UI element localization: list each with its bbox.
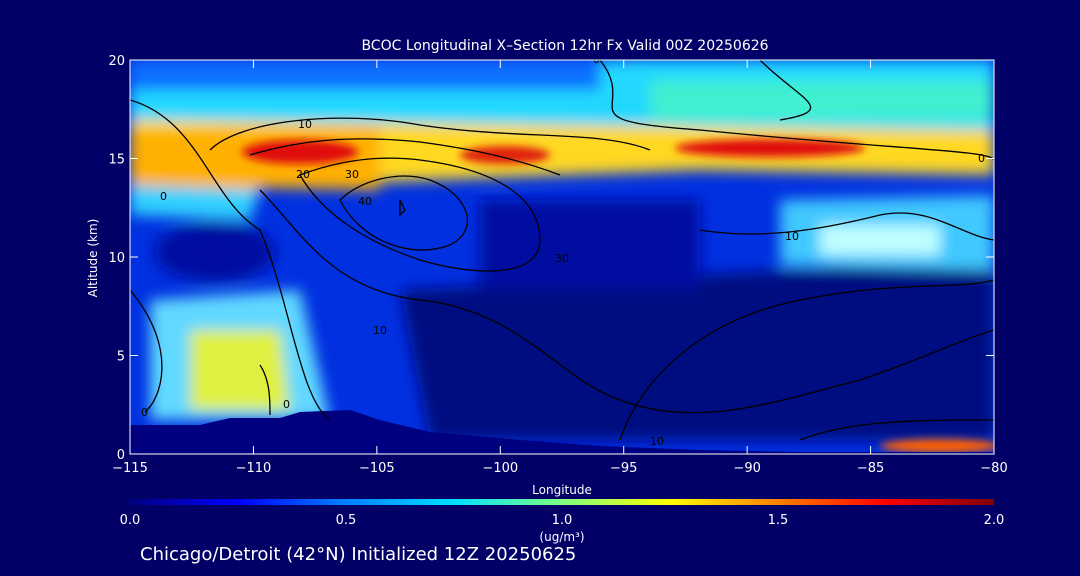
colorbar-tick-label: 0.5	[336, 513, 357, 528]
chart-title: BCOC Longitudinal X–Section 12hr Fx Vali…	[361, 38, 768, 54]
contour-0-top-east	[759, 60, 812, 121]
contour-lines	[130, 60, 994, 441]
terrain	[130, 410, 994, 454]
colorbar-tick-label: 1.5	[768, 513, 789, 528]
concentration-field	[130, 60, 994, 440]
x-tick-label: −85	[857, 461, 884, 476]
x-tick-label: −110	[236, 461, 272, 476]
contour-label: 30	[555, 252, 569, 265]
contour-label: 0	[160, 190, 167, 203]
contour-label: 10	[785, 230, 799, 243]
contour-10-east	[619, 279, 994, 441]
field-mid-dark	[480, 200, 700, 290]
concentration-maxima	[242, 139, 994, 453]
contour-label-group: 0 10 20 30 40 30 10 10 0 0 0 10 0	[141, 53, 985, 448]
colorbar-tick-label: 2.0	[984, 513, 1005, 528]
contour-label: 30	[345, 168, 359, 181]
chart-subtitle: Chicago/Detroit (42°N) Initialized 12Z 2…	[140, 544, 576, 565]
y-tick-label: 20	[108, 54, 125, 69]
colorbar-tick-label: 0.0	[120, 513, 141, 528]
contour-label: 0	[283, 398, 290, 411]
contour-0-plume	[259, 364, 271, 416]
contour-label: 0	[978, 152, 985, 165]
x-tick-label: −90	[733, 461, 760, 476]
contour-0-surface	[799, 419, 994, 441]
contour-40	[339, 175, 468, 251]
y-tick-label: 0	[117, 448, 125, 463]
y-axis-label: Altitude (km)	[86, 219, 100, 298]
max-central	[460, 146, 550, 164]
x-tick-label: −115	[112, 461, 148, 476]
field-cyan-west	[130, 185, 260, 220]
max-surface-east	[880, 439, 994, 453]
contour-label: 20	[296, 168, 310, 181]
y-tick-label: 10	[108, 251, 125, 266]
contour-max	[399, 199, 406, 217]
contour-label: 10	[650, 435, 664, 448]
contour-20	[249, 138, 561, 176]
y-tick-label: 15	[108, 153, 125, 168]
x-tick-label: −95	[610, 461, 637, 476]
max-east	[675, 139, 865, 157]
colorbar	[130, 499, 994, 505]
x-axis: −115 −110 −105 −100 −95 −90 −85 −80	[112, 60, 1008, 476]
x-tick-label: −80	[980, 461, 1007, 476]
field-top-blue	[130, 60, 600, 90]
field-west-yellow	[190, 330, 290, 410]
contour-0-west	[130, 99, 331, 421]
contour-10-mid	[259, 189, 994, 414]
y-axis: 0 5 10 15 20	[108, 54, 994, 463]
colorbar-unit-label: (ug/m³)	[539, 530, 584, 544]
contour-10-upper	[209, 117, 651, 151]
contour-0-upper	[599, 60, 994, 161]
contour-label: 40	[358, 195, 372, 208]
colorbar-tick-label: 1.0	[552, 513, 573, 528]
colorbar-ticks: 0.0 0.5 1.0 1.5 2.0	[120, 513, 1005, 528]
contour-label: 10	[298, 118, 312, 131]
contour-label: 10	[373, 324, 387, 337]
max-west	[242, 140, 358, 164]
field-upper-green	[650, 80, 994, 120]
plot-area: 0 10 20 30 40 30 10 10 0 0 0 10 0	[130, 53, 994, 454]
y-tick-label: 5	[117, 350, 125, 365]
contour-10-mideast	[699, 212, 994, 241]
contour-label: 0	[141, 406, 148, 419]
contour-label: 0	[593, 53, 600, 66]
contour-0-southwest	[130, 289, 163, 413]
x-tick-label: −100	[482, 461, 518, 476]
field-low-region	[400, 260, 994, 440]
field-west-dark	[155, 222, 275, 282]
field-east-core	[820, 225, 940, 255]
contour-30	[299, 157, 541, 272]
x-axis-label: Longitude	[532, 483, 592, 497]
x-tick-label: −105	[359, 461, 395, 476]
